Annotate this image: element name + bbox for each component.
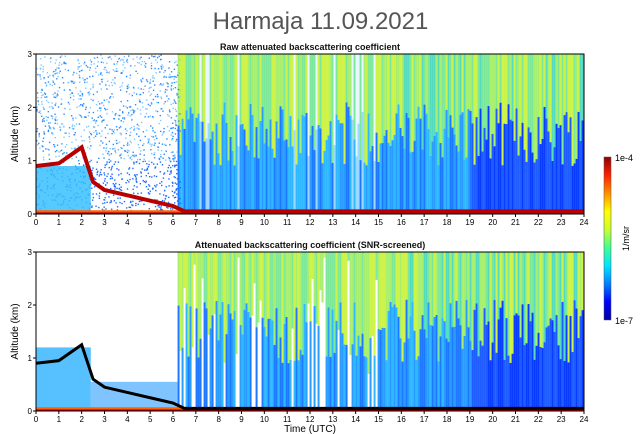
y-tick-label: 3 xyxy=(28,50,33,59)
x-tick-label: 0 xyxy=(34,218,39,227)
x-tick-label: 1 xyxy=(57,415,62,424)
y-tick-label: 3 xyxy=(28,248,33,257)
x-tick-label: 7 xyxy=(194,415,199,424)
panel-2-ylabel: Altitude (km) xyxy=(10,303,21,359)
x-tick-label: 3 xyxy=(102,415,107,424)
x-tick-label: 5 xyxy=(148,218,153,227)
x-tick-label: 9 xyxy=(239,415,244,424)
x-tick-label: 11 xyxy=(283,415,292,424)
x-tick-label: 11 xyxy=(283,218,292,227)
x-tick-label: 2 xyxy=(79,218,84,227)
x-tick-label: 6 xyxy=(171,218,176,227)
x-tick-label: 22 xyxy=(534,415,543,424)
x-tick-label: 7 xyxy=(194,218,199,227)
x-tick-label: 24 xyxy=(580,218,589,227)
x-tick-label: 12 xyxy=(306,415,315,424)
x-tick-label: 4 xyxy=(125,415,130,424)
x-tick-label: 23 xyxy=(557,218,566,227)
panel-1-ylabel: Altitude (km) xyxy=(10,106,21,162)
x-tick-label: 15 xyxy=(374,415,383,424)
x-tick-label: 19 xyxy=(465,218,474,227)
x-tick-label: 18 xyxy=(443,415,452,424)
x-tick-label: 13 xyxy=(328,218,337,227)
x-tick-label: 2 xyxy=(79,415,84,424)
x-tick-label: 21 xyxy=(511,415,520,424)
x-tick-label: 13 xyxy=(328,415,337,424)
panel-2-title: Attenuated backscattering coefficient (S… xyxy=(194,240,426,250)
panel-1-title: Raw attenuated backscattering coefficien… xyxy=(219,42,401,52)
colorbar-min-label: 1e-7 xyxy=(615,316,633,326)
y-tick-label: 2 xyxy=(28,301,33,310)
x-tick-label: 14 xyxy=(351,415,360,424)
x-tick-label: 10 xyxy=(260,218,269,227)
colorbar-label: 1/m/sr xyxy=(621,226,631,251)
x-tick-label: 8 xyxy=(216,415,221,424)
colorbar-max-label: 1e-4 xyxy=(615,153,633,163)
x-tick-label: 12 xyxy=(306,218,315,227)
panel-2-xlabel: Time (UTC) xyxy=(284,424,336,434)
x-tick-label: 9 xyxy=(239,218,244,227)
y-tick-label: 1 xyxy=(28,354,33,363)
x-tick-label: 10 xyxy=(260,415,269,424)
x-tick-label: 21 xyxy=(511,218,520,227)
colorbar xyxy=(603,156,612,321)
x-tick-label: 16 xyxy=(397,415,406,424)
figure-title: Harmaja 11.09.2021 xyxy=(212,8,429,35)
y-tick-label: 2 xyxy=(28,103,33,112)
boundary-layer-trace xyxy=(36,342,584,410)
x-tick-label: 3 xyxy=(102,218,107,227)
x-tick-label: 23 xyxy=(557,415,566,424)
x-tick-label: 4 xyxy=(125,218,130,227)
panel-1-heatmap xyxy=(36,54,584,214)
y-tick-label: 0 xyxy=(28,407,33,416)
y-tick-label: 1 xyxy=(28,157,33,166)
x-tick-label: 19 xyxy=(465,415,474,424)
x-tick-label: 1 xyxy=(57,218,62,227)
y-tick-label: 0 xyxy=(28,210,33,219)
boundary-layer-trace xyxy=(36,144,584,214)
x-tick-label: 17 xyxy=(420,218,429,227)
x-tick-label: 17 xyxy=(420,415,429,424)
x-tick-label: 24 xyxy=(580,415,589,424)
x-tick-label: 20 xyxy=(488,218,497,227)
x-tick-label: 5 xyxy=(148,415,153,424)
x-tick-label: 16 xyxy=(397,218,406,227)
x-tick-label: 22 xyxy=(534,218,543,227)
x-tick-label: 6 xyxy=(171,415,176,424)
x-tick-label: 20 xyxy=(488,415,497,424)
x-tick-label: 18 xyxy=(443,218,452,227)
x-tick-label: 15 xyxy=(374,218,383,227)
x-tick-label: 8 xyxy=(216,218,221,227)
x-tick-label: 0 xyxy=(34,415,39,424)
panel-2-heatmap xyxy=(36,252,584,411)
x-tick-label: 14 xyxy=(351,218,360,227)
